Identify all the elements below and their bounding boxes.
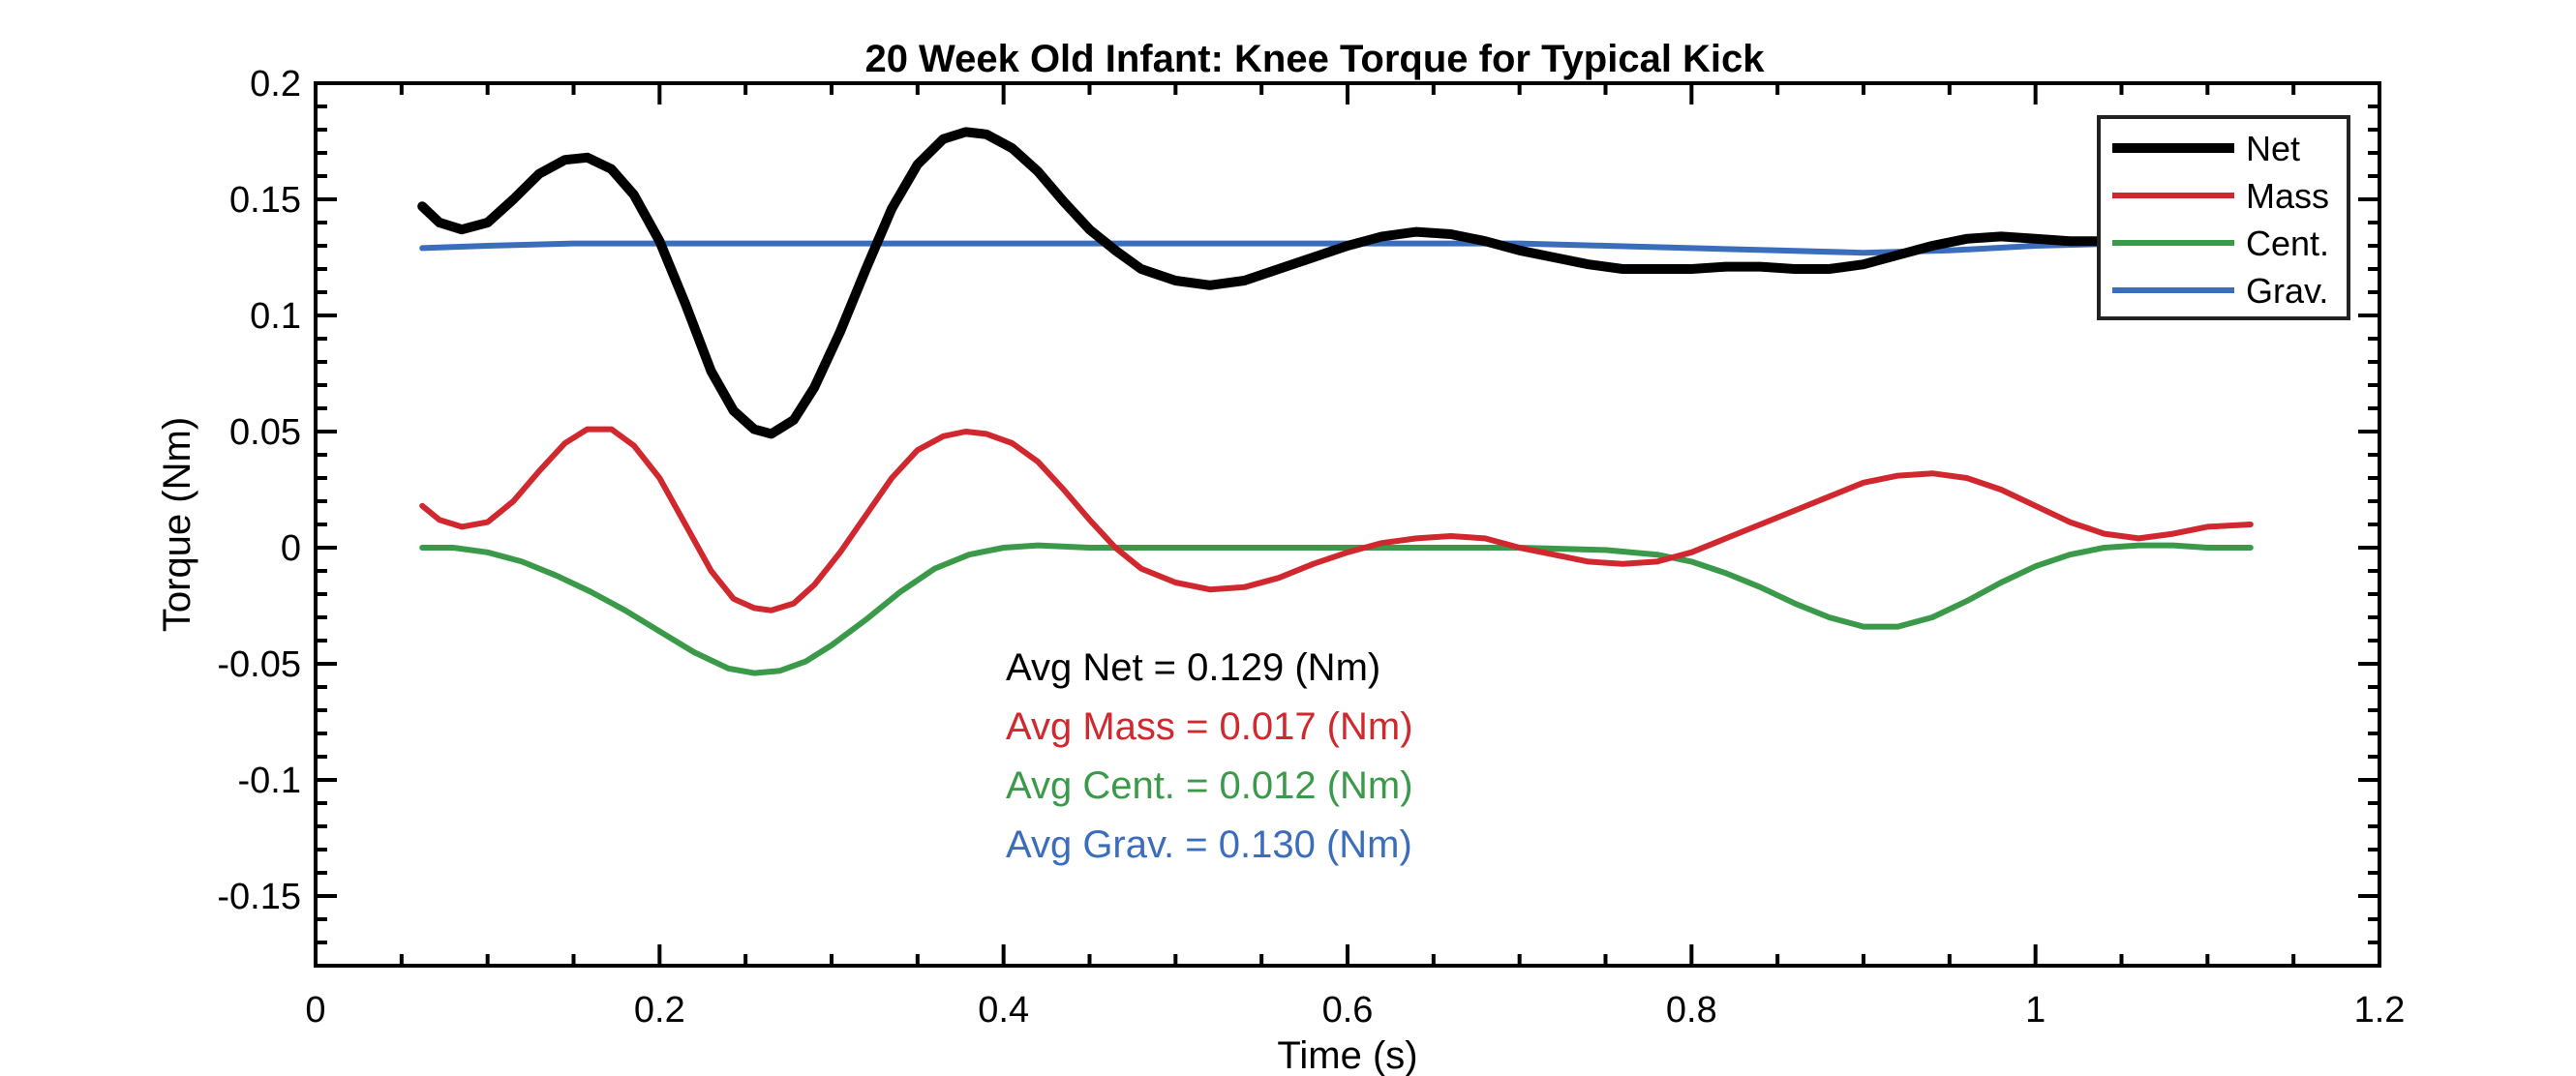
y-tick-label: 0.2 [250, 64, 301, 105]
x-tick-label: 0.4 [978, 990, 1029, 1031]
chart-title: 20 Week Old Infant: Knee Torque for Typi… [864, 38, 1765, 80]
x-tick-labels: 0 0.2 0.4 0.6 0.8 1 1.2 [305, 990, 2405, 1031]
annotation-1: Avg Mass = 0.017 (Nm) [1006, 705, 1413, 748]
series-line-cent [419, 542, 2254, 676]
legend-label-net: Net [2246, 129, 2300, 168]
x-tick-label: 0 [305, 990, 325, 1031]
legend-label-grav: Grav. [2246, 271, 2328, 311]
annotation-3: Avg Grav. = 0.130 (Nm) [1006, 823, 1412, 866]
y-tick-labels: -0.15 -0.1 -0.05 0 0.05 0.1 0.15 0.2 [217, 64, 301, 917]
x-tick-label: 1.2 [2354, 990, 2406, 1031]
x-tick-label: 0.2 [634, 990, 685, 1031]
y-tick-label: -0.1 [238, 761, 301, 801]
y-tick-label: 0 [281, 528, 301, 569]
y-tick-label: 0.15 [229, 180, 301, 221]
series-layer [417, 127, 2256, 676]
annotation-0: Avg Net = 0.129 (Nm) [1006, 646, 1380, 689]
legend-label-cent: Cent. [2246, 224, 2329, 263]
legend: Net Mass Cent. Grav. [2097, 115, 2350, 320]
series-line-mass [419, 426, 2254, 613]
y-tick-label: -0.05 [217, 644, 301, 685]
y-tick-label: -0.15 [217, 877, 301, 917]
series-line-net [417, 127, 2256, 439]
x-tick-label: 0.6 [1322, 990, 1374, 1031]
x-axis-label: Time (s) [1277, 1034, 1417, 1076]
y-axis-label: Torque (Nm) [156, 417, 198, 632]
average-annotations: Avg Net = 0.129 (Nm) Avg Mass = 0.017 (Nm… [1006, 646, 1413, 866]
y-tick-label: 0.1 [250, 296, 301, 337]
legend-label-mass: Mass [2246, 176, 2329, 216]
plot-frame [314, 81, 2381, 968]
x-tick-label: 0.8 [1666, 990, 1717, 1031]
annotation-2: Avg Cent. = 0.012 (Nm) [1006, 764, 1413, 807]
y-tick-label: 0.05 [229, 412, 301, 453]
x-tick-label: 1 [2025, 990, 2046, 1031]
